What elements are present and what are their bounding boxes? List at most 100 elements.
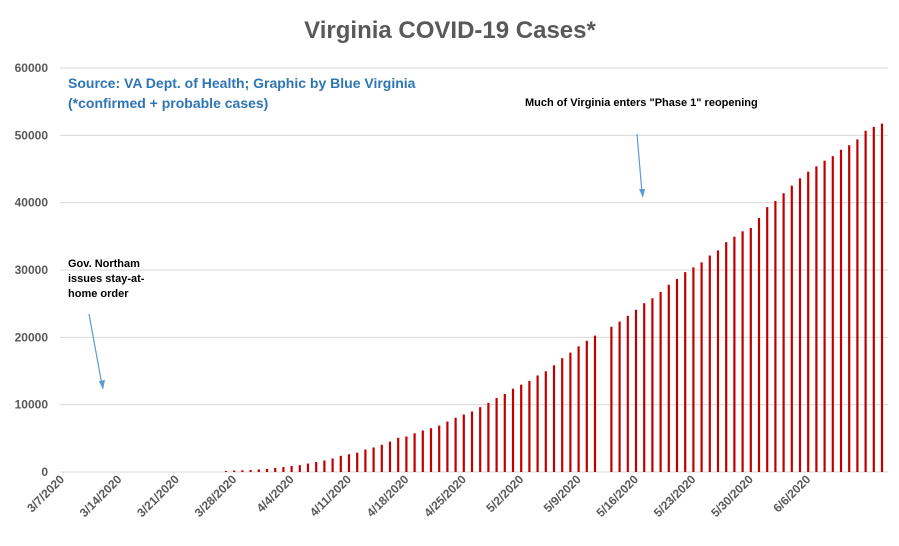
y-tick-label: 60000 [15, 61, 49, 75]
bar [331, 458, 334, 472]
y-axis: 0 10000 20000 30000 40000 50000 60000 [15, 61, 49, 479]
bar [347, 454, 351, 472]
bar [782, 193, 785, 472]
bar [692, 267, 695, 472]
bar [503, 393, 506, 472]
x-tick-label: 5/9/2020 [541, 472, 584, 515]
bar [848, 145, 851, 472]
y-tick-label: 50000 [15, 128, 49, 142]
bar [536, 375, 539, 472]
bar [479, 407, 482, 472]
x-tick-label: 5/2/2020 [483, 472, 526, 515]
bar [224, 470, 228, 472]
annotation-arrow-phase-1 [636, 133, 643, 194]
bar [282, 467, 285, 472]
bar [651, 298, 654, 472]
annotation-stay-at-home: Gov. Northam issues stay-at-home order [68, 258, 145, 300]
bar [265, 468, 269, 472]
bar [634, 309, 638, 472]
bar [864, 130, 867, 473]
bar [487, 402, 490, 472]
annotation-phase-1: Much of Virginia enters "Phase 1" reopen… [525, 97, 758, 109]
annotation-line: Much of Virginia enters "Phase 1" reopen… [525, 97, 758, 109]
bar [438, 425, 441, 472]
x-tick-label: 3/14/2020 [77, 472, 125, 520]
x-tick-label: 5/16/2020 [593, 472, 641, 520]
bar [741, 231, 744, 472]
bar [839, 149, 843, 473]
bar [405, 436, 408, 472]
bar [462, 414, 465, 472]
bar [446, 421, 449, 472]
bar [323, 460, 326, 472]
bar [708, 255, 711, 472]
bar [725, 242, 728, 472]
bar [356, 452, 359, 472]
bar [823, 160, 826, 472]
bar [569, 352, 572, 472]
gridlines [60, 67, 888, 473]
y-tick-label: 0 [41, 465, 48, 479]
bar [733, 236, 736, 472]
bar [815, 166, 818, 472]
bar [700, 262, 703, 472]
x-tick-label: 4/18/2020 [364, 472, 412, 520]
x-tick-label: 5/23/2020 [651, 472, 699, 520]
bar [495, 397, 498, 472]
x-axis: 3/7/2020 3/14/2020 3/21/2020 3/28/2020 4/4/2… [24, 472, 813, 520]
annotation-line: issues stay-at- [68, 273, 145, 285]
bar [454, 417, 457, 472]
bar [643, 303, 646, 472]
annotation-arrowhead-stay-at-home [99, 380, 105, 390]
bar [585, 340, 588, 472]
y-tick-label: 40000 [15, 196, 49, 210]
bar [790, 185, 793, 472]
bar [561, 358, 564, 472]
bar [380, 444, 383, 472]
bar [618, 321, 621, 472]
source-line-1: Source: VA Dept. of Health; Graphic by B… [68, 75, 416, 91]
bar [339, 455, 342, 472]
bar [397, 437, 400, 472]
bar [684, 272, 687, 472]
bar [831, 156, 834, 472]
bar [470, 411, 474, 472]
bar [233, 470, 236, 472]
bar [757, 217, 761, 472]
x-tick-label: 4/25/2020 [421, 472, 469, 520]
bar [249, 470, 252, 472]
bar [413, 433, 416, 472]
bar [298, 465, 301, 472]
bar [241, 470, 244, 472]
bar [766, 207, 769, 472]
bar [306, 463, 310, 472]
source-line-2: (*confirmed + probable cases) [68, 95, 268, 111]
bar [364, 449, 367, 472]
bar [544, 371, 547, 472]
x-tick-label: 6/6/2020 [770, 472, 813, 515]
y-tick-label: 30000 [15, 263, 49, 277]
bar [675, 278, 679, 472]
bar [659, 291, 662, 472]
annotation-line: Gov. Northam [68, 258, 140, 270]
bar [274, 467, 277, 472]
bar [577, 346, 580, 472]
bar [520, 384, 523, 472]
bar [807, 171, 810, 473]
bar [880, 123, 884, 472]
y-tick-label: 20000 [15, 330, 49, 344]
bar [593, 335, 597, 472]
bar [511, 388, 515, 472]
bar [667, 284, 670, 472]
x-tick-label: 4/4/2020 [254, 472, 297, 515]
x-tick-label: 3/21/2020 [134, 472, 182, 520]
annotation-arrow-stay-at-home [88, 313, 103, 386]
bar [552, 365, 556, 472]
bar [798, 178, 802, 472]
bar [257, 469, 260, 472]
chart-title: Virginia COVID-19 Cases* [304, 17, 596, 44]
bar [429, 428, 433, 472]
bar [626, 315, 629, 472]
bar [856, 139, 859, 472]
bar [774, 200, 777, 473]
